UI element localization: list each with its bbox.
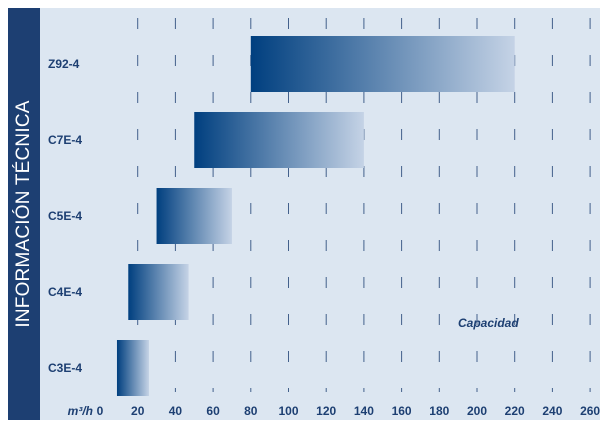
x-tick-label: 80 [244, 404, 258, 418]
bar-c4e-4 [128, 264, 189, 320]
category-label: Z92-4 [48, 57, 80, 71]
bar-z92-4 [250, 36, 515, 92]
x-tick-label: 140 [354, 404, 374, 418]
bar-c7e-4 [194, 112, 364, 168]
annotation-capacidad: Capacidad [458, 316, 519, 330]
x-tick-label: 160 [392, 404, 412, 418]
x-tick-label: 60 [206, 404, 220, 418]
x-tick-label: 200 [467, 404, 487, 418]
x-tick-label: 220 [505, 404, 525, 418]
sidebar-banner [8, 8, 40, 420]
category-label: C3E-4 [48, 361, 82, 375]
x-tick-label: 100 [278, 404, 298, 418]
x-tick-label: 260 [580, 404, 600, 418]
x-tick-label: 240 [542, 404, 562, 418]
x-tick-label: 0 [97, 404, 104, 418]
x-tick-label: 180 [429, 404, 449, 418]
category-label: C5E-4 [48, 209, 82, 223]
x-unit-label: m³/h [68, 404, 93, 418]
bar-c5e-4 [156, 188, 232, 244]
x-tick-label: 40 [169, 404, 183, 418]
x-tick-label: 120 [316, 404, 336, 418]
x-tick-label: 20 [131, 404, 145, 418]
bar-c3e-4 [116, 340, 150, 396]
category-label: C7E-4 [48, 133, 82, 147]
category-label: C4E-4 [48, 285, 82, 299]
